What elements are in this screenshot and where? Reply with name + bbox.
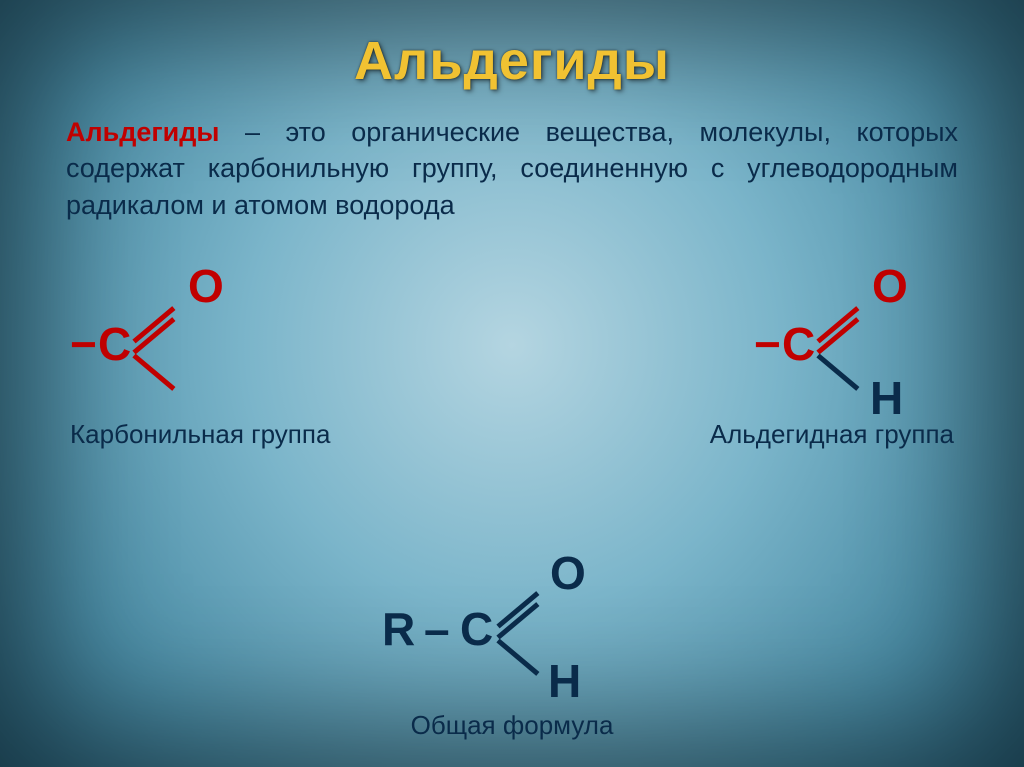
- carbonyl-group: − C O Карбонильная группа: [70, 263, 370, 450]
- carbonyl-C: C: [98, 321, 131, 367]
- general-C: C: [460, 606, 493, 652]
- aldehyde-single-bond: [816, 354, 859, 391]
- aldehyde-structure: − C O H: [754, 263, 954, 413]
- aldehyde-dash: −: [754, 321, 781, 367]
- formula-row: − C O Карбонильная группа − C O H Альдег…: [60, 263, 964, 473]
- aldehyde-O: O: [872, 263, 908, 309]
- definition-text: Альдегиды – это органические вещества, м…: [60, 114, 964, 223]
- general-O: O: [550, 550, 586, 596]
- carbonyl-dash: −: [70, 321, 97, 367]
- definition-term: Альдегиды: [66, 117, 219, 147]
- general-H: H: [548, 658, 581, 704]
- slide-title: Альдегиды: [60, 30, 964, 92]
- general-structure: R – C O H: [352, 558, 672, 708]
- slide-content: Альдегиды Альдегиды – это органические в…: [0, 0, 1024, 767]
- aldehyde-caption: Альдегидная группа: [614, 419, 954, 450]
- general-caption: Общая формула: [0, 710, 1024, 741]
- general-single-bond: [496, 639, 539, 676]
- carbonyl-structure: − C O: [70, 263, 370, 413]
- carbonyl-single-bond: [132, 354, 175, 391]
- general-formula-block: R – C O H Общая формула: [0, 558, 1024, 741]
- general-dash: –: [424, 606, 450, 652]
- aldehyde-C: C: [782, 321, 815, 367]
- carbonyl-caption: Карбонильная группа: [70, 419, 370, 450]
- general-R: R: [382, 606, 415, 652]
- aldehyde-group: − C O H Альдегидная группа: [614, 263, 954, 450]
- aldehyde-H: H: [870, 375, 903, 421]
- carbonyl-O: O: [188, 263, 224, 309]
